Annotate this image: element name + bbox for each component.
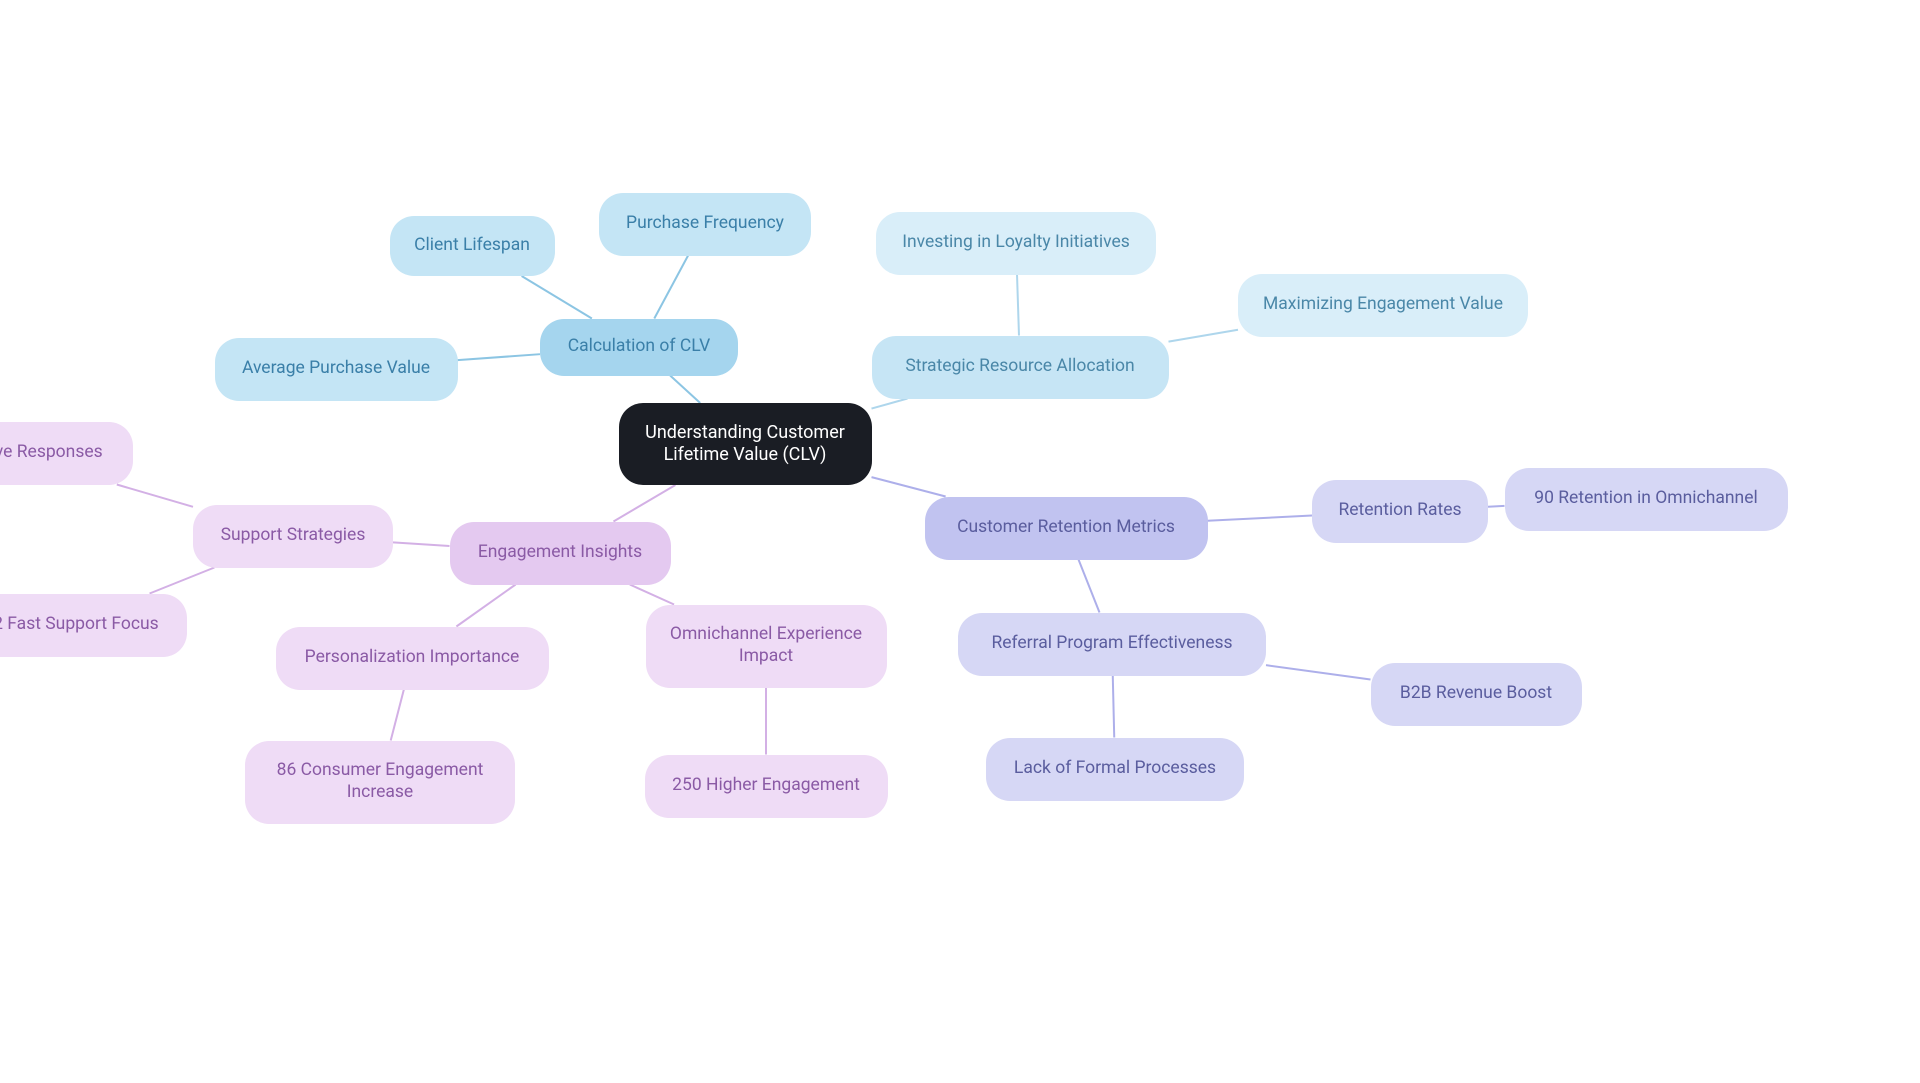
edge-support-fast: [150, 568, 215, 594]
node-loyalty: Investing in Loyalty Initiatives: [876, 212, 1156, 275]
node-retention_rates: Retention Rates: [1312, 480, 1488, 543]
node-referral: Referral Program Effectiveness: [958, 613, 1266, 676]
node-purchase_freq: Purchase Frequency: [599, 193, 811, 256]
edge-referral-b2b: [1266, 665, 1371, 679]
node-personalization: Personalization Importance: [276, 627, 549, 690]
edge-root-calc: [670, 376, 700, 404]
node-strategic: Strategic Resource Allocation: [872, 336, 1169, 399]
node-avg_purchase: Average Purchase Value: [215, 338, 458, 401]
edge-personalization-consumer86: [391, 690, 404, 741]
edge-engagement-personalization: [456, 585, 515, 627]
edge-root-retention: [872, 477, 946, 496]
node-retention: Customer Retention Metrics: [925, 497, 1208, 560]
edge-retention-retention_rates: [1208, 515, 1313, 520]
node-formal: Lack of Formal Processes: [986, 738, 1244, 801]
edge-referral-formal: [1113, 676, 1114, 738]
node-root: Understanding Customer Lifetime Value (C…: [619, 403, 872, 485]
node-proactive: 48 Proactive Responses: [0, 422, 133, 485]
edge-engagement-support: [393, 542, 450, 546]
edge-strategic-loyalty: [1017, 275, 1019, 336]
node-client_lifespan: Client Lifespan: [390, 216, 555, 276]
mindmap-canvas: Understanding Customer Lifetime Value (C…: [0, 0, 1920, 1083]
edge-retention_rates-retention_90: [1488, 506, 1505, 507]
edge-support-proactive: [117, 485, 193, 507]
node-engagement: Engagement Insights: [450, 522, 671, 585]
edge-retention-referral: [1078, 560, 1099, 613]
edge-calc-client_lifespan: [522, 276, 592, 319]
node-support: Support Strategies: [193, 505, 393, 568]
edge-engagement-omnichannel: [630, 585, 674, 605]
edge-root-strategic: [872, 399, 908, 409]
node-maximize: Maximizing Engagement Value: [1238, 274, 1528, 337]
edge-calc-purchase_freq: [654, 256, 688, 319]
node-consumer86: 86 Consumer Engagement Increase: [245, 741, 515, 824]
edge-calc-avg_purchase: [458, 354, 541, 360]
node-retention_90: 90 Retention in Omnichannel: [1505, 468, 1788, 531]
edge-strategic-maximize: [1169, 330, 1239, 342]
node-b2b: B2B Revenue Boost: [1371, 663, 1582, 726]
edge-root-engagement: [613, 485, 675, 522]
node-omnichannel: Omnichannel Experience Impact: [646, 605, 887, 688]
node-calc: Calculation of CLV: [540, 319, 738, 376]
node-fast: 52 Fast Support Focus: [0, 594, 187, 657]
node-higher250: 250 Higher Engagement: [645, 755, 888, 818]
